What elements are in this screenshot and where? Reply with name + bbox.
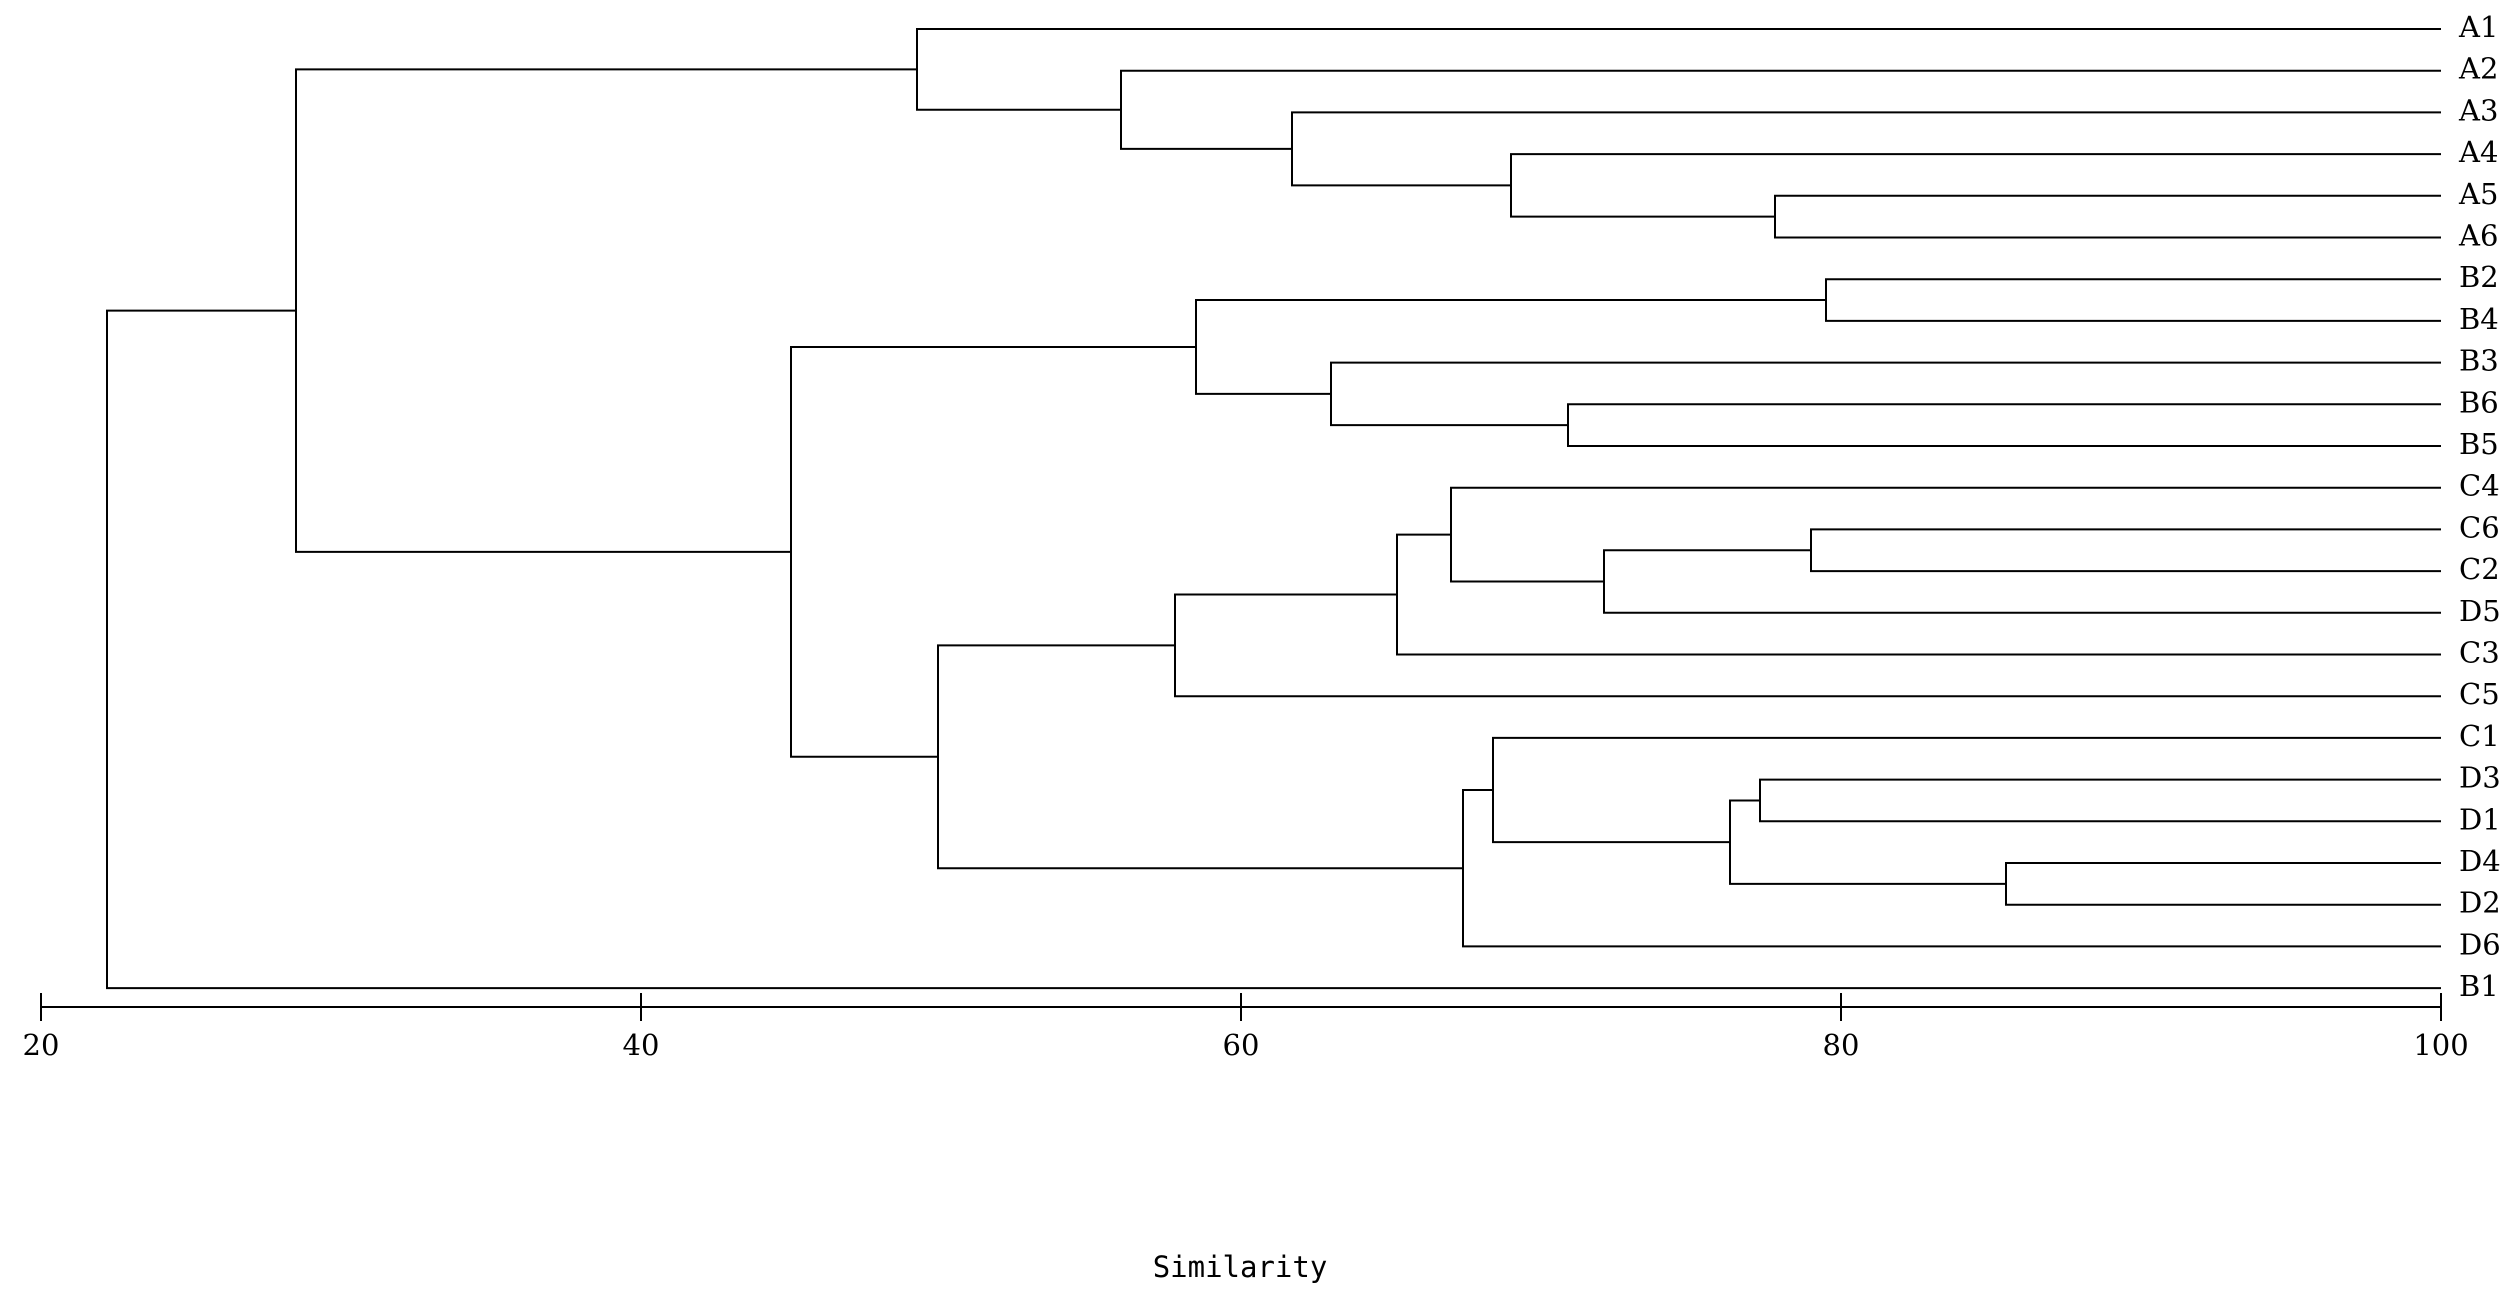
leaf-label-c1: C1 — [2459, 719, 2500, 753]
leaf-label-d2: D2 — [2459, 886, 2501, 920]
leaf-label-d4: D4 — [2459, 844, 2501, 878]
leaf-label-c5: C5 — [2459, 677, 2500, 711]
leaf-label-a5: A5 — [2458, 177, 2498, 211]
leaf-label-b3: B3 — [2459, 344, 2499, 378]
leaf-label-b5: B5 — [2459, 427, 2499, 461]
branch-m18 — [1492, 736, 2441, 844]
branch-m20 — [937, 644, 1463, 870]
branch-m17 — [1729, 799, 2006, 885]
branch-m4 — [1120, 69, 2441, 150]
dendrogram-branches — [106, 28, 2441, 990]
similarity-axis: 20 40 60 80 100 — [23, 993, 2469, 1062]
branch-m15 — [1759, 778, 2441, 823]
branch-m12 — [1450, 486, 2441, 583]
x-tick-label-100: 100 — [2413, 1028, 2468, 1062]
branch-m23 — [106, 309, 2441, 990]
branch-m22 — [295, 68, 917, 553]
branch-m16 — [2005, 862, 2441, 906]
branch-m10 — [1810, 528, 2441, 573]
leaf-label-b1: B1 — [2459, 969, 2499, 1003]
branch-m3 — [1291, 111, 2441, 187]
leaf-labels: A1 A2 A3 A4 A5 A6 B2 B4 B3 B6 B5 C4 C6 C2 D5 C3 C5 C1 D3 D1… — [2458, 10, 2501, 1003]
leaf-label-a2: A2 — [2458, 52, 2498, 86]
x-tick-label-80: 80 — [1823, 1028, 1860, 1062]
branch-m1 — [1774, 194, 2441, 239]
leaf-label-c6: C6 — [2459, 510, 2500, 544]
x-tick-label-20: 20 — [23, 1028, 60, 1062]
branch-m21 — [790, 345, 1196, 758]
leaf-label-d6: D6 — [2459, 927, 2501, 961]
leaf-label-a4: A4 — [2458, 135, 2498, 169]
leaf-label-d1: D1 — [2459, 802, 2501, 836]
branch-m7 — [1567, 403, 2441, 447]
branch-m11 — [1603, 549, 2441, 614]
branch-m14 — [1174, 593, 2441, 698]
leaf-label-d3: D3 — [2459, 761, 2501, 795]
leaf-label-b6: B6 — [2459, 385, 2499, 419]
leaf-label-a3: A3 — [2458, 93, 2498, 127]
x-axis-title: Similarity — [1153, 1250, 1328, 1284]
leaf-label-b2: B2 — [2459, 260, 2499, 294]
branch-m13 — [1396, 533, 2441, 656]
branch-m5 — [916, 28, 2441, 111]
branch-m2 — [1510, 153, 2441, 218]
branch-m6 — [1825, 278, 2441, 322]
leaf-label-c4: C4 — [2459, 469, 2500, 503]
branch-m8 — [1330, 361, 2441, 427]
leaf-label-c2: C2 — [2459, 552, 2500, 586]
leaf-label-c3: C3 — [2459, 636, 2500, 670]
branch-m9 — [1195, 299, 1826, 395]
leaf-label-d5: D5 — [2459, 594, 2501, 628]
x-tick-label-40: 40 — [623, 1028, 660, 1062]
leaf-label-a6: A6 — [2458, 219, 2498, 253]
branch-m19 — [1462, 789, 2441, 948]
leaf-label-a1: A1 — [2458, 10, 2498, 44]
x-tick-label-60: 60 — [1223, 1028, 1260, 1062]
x-axis-ticks: 20 40 60 80 100 — [23, 993, 2469, 1062]
leaf-label-b4: B4 — [2459, 302, 2499, 336]
